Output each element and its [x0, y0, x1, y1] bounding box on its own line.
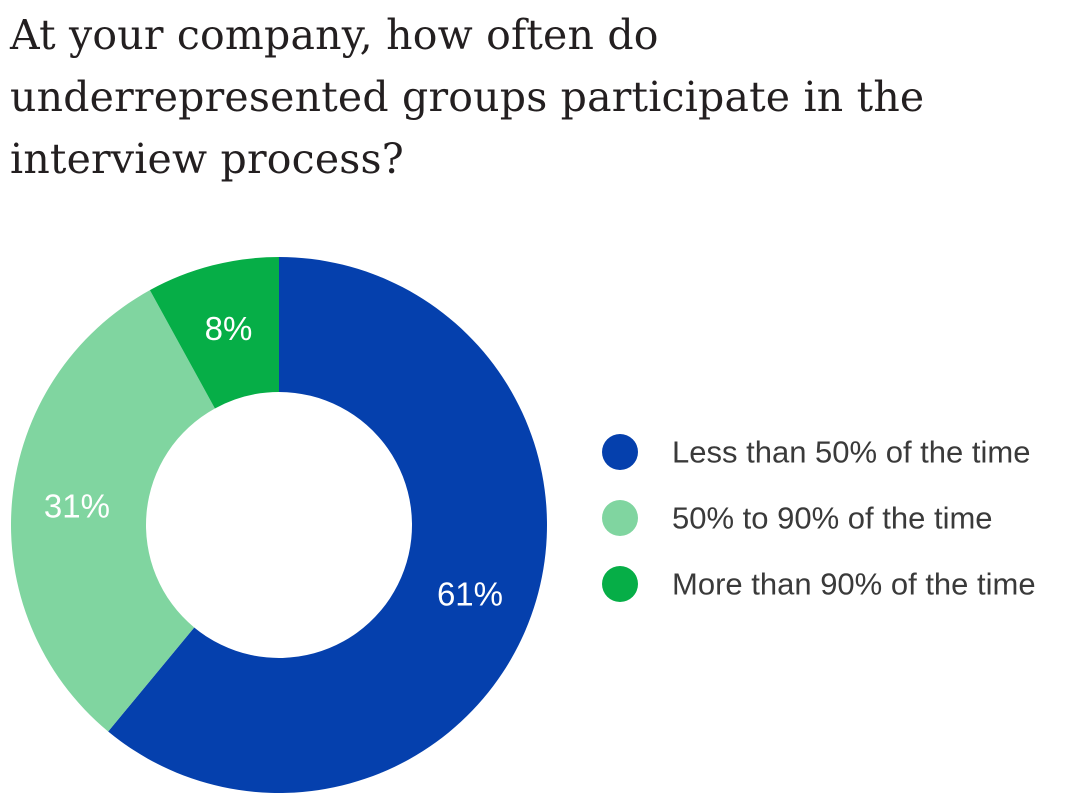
- legend-label-2: 50% to 90% of the time: [672, 501, 993, 536]
- donut-data-labels: 61% 31% 8%: [44, 310, 503, 612]
- donut-slice-1: [108, 257, 547, 794]
- chart-title: At your company, how often do underrepre…: [10, 11, 925, 183]
- slice-data-label-3: 8%: [205, 310, 253, 347]
- donut-slices: [10, 257, 547, 794]
- donut-slice-2: [10, 290, 215, 732]
- slice-data-label-2: 31%: [44, 487, 110, 524]
- donut-slice-3: [149, 257, 279, 409]
- legend-label-1: Less than 50% of the time: [672, 435, 1030, 470]
- legend-label-3: More than 90% of the time: [672, 567, 1036, 602]
- legend: Less than 50% of the time 50% to 90% of t…: [602, 434, 1036, 602]
- legend-swatch-3: [602, 566, 638, 602]
- slice-data-label-1: 61%: [437, 575, 503, 612]
- legend-swatch-2: [602, 500, 638, 536]
- legend-swatch-1: [602, 434, 638, 470]
